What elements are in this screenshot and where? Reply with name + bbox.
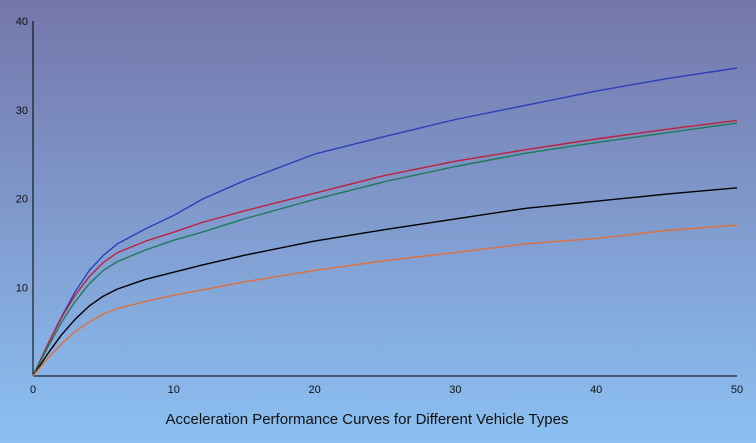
series-lines: [32, 67, 738, 377]
y-tick-label: 10: [16, 282, 28, 294]
axes: [32, 21, 737, 377]
y-tick-label: 40: [16, 16, 28, 28]
series-line-5: [32, 224, 738, 377]
x-tick-label: 20: [308, 384, 320, 396]
x-tick-label: 30: [449, 384, 461, 396]
x-tick-label: 50: [731, 384, 743, 396]
chart-title: Acceleration Performance Curves for Diff…: [166, 411, 569, 428]
x-tick-label: 40: [590, 384, 602, 396]
tick-labels: 10 20 30 40 10 20 30 40 50 0: [16, 16, 743, 396]
y-tick-label: 30: [16, 105, 28, 117]
series-line-4: [32, 187, 738, 377]
y-tick-label: 20: [16, 194, 28, 206]
origin-tick-label: 0: [30, 384, 36, 396]
series-line-2: [32, 119, 738, 377]
series-line-1: [32, 67, 738, 377]
series-line-3: [32, 122, 738, 377]
x-tick-label: 10: [168, 384, 180, 396]
